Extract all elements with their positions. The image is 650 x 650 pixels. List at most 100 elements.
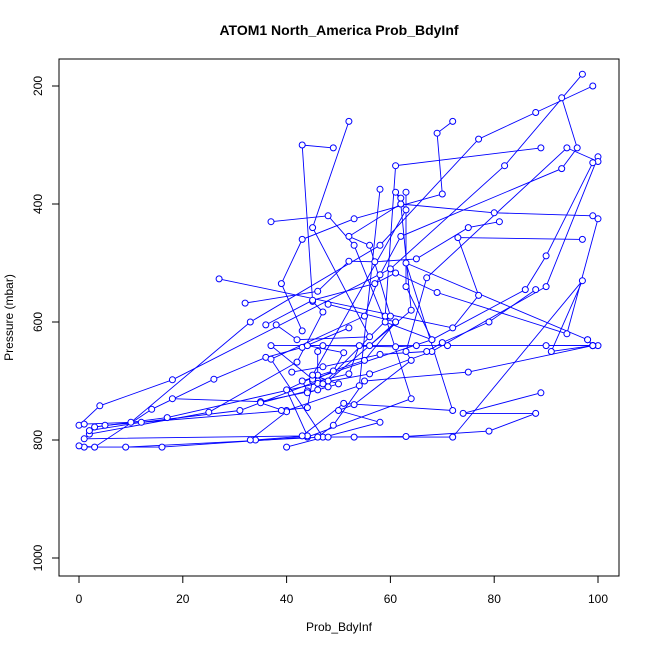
data-point: [423, 348, 431, 355]
data-point: [485, 427, 493, 435]
data-point: [277, 280, 285, 288]
data-point: [537, 144, 545, 152]
data-point: [433, 289, 441, 296]
data-point: [366, 342, 374, 350]
data-point: [319, 380, 327, 388]
data-point: [563, 330, 571, 338]
data-point: [438, 190, 446, 198]
data-point: [91, 443, 99, 451]
data-point: [335, 380, 342, 388]
series-line-8: [125, 97, 578, 448]
data-point: [412, 255, 420, 263]
data-point: [246, 318, 254, 326]
data-point: [475, 291, 483, 299]
y-tick-label: 200: [31, 76, 45, 96]
data-point: [340, 349, 348, 357]
data-point: [96, 402, 104, 410]
y-tick-label: 600: [31, 312, 45, 332]
data-point: [80, 420, 88, 428]
data-point: [236, 407, 244, 414]
data-point: [361, 377, 368, 385]
data-point: [168, 376, 176, 384]
data-point: [309, 296, 317, 304]
data-point: [215, 275, 223, 283]
x-tick-label: 80: [488, 592, 502, 606]
x-tick-label: 0: [76, 592, 83, 606]
data-point: [485, 318, 493, 326]
data-point: [267, 355, 275, 363]
data-point: [303, 389, 311, 397]
data-point: [578, 277, 586, 285]
data-point: [438, 339, 446, 347]
data-point: [324, 383, 332, 391]
data-point: [350, 433, 358, 441]
data-point: [521, 286, 529, 294]
data-point: [392, 343, 400, 351]
data-point: [407, 395, 415, 403]
data-point: [257, 399, 265, 407]
data-point: [314, 348, 322, 355]
x-axis: 0 20 40 60 80 100: [76, 575, 608, 606]
x-tick-label: 20: [176, 592, 190, 606]
data-point: [345, 232, 353, 240]
data-point: [309, 224, 317, 232]
data-point: [329, 367, 337, 375]
data-point: [532, 409, 540, 417]
data-point: [329, 144, 337, 152]
data-point: [537, 389, 545, 397]
data-point: [589, 159, 597, 167]
data-point: [324, 433, 332, 441]
data-point: [475, 135, 483, 143]
data-point: [345, 117, 353, 125]
data-point: [241, 299, 249, 307]
data-point: [490, 209, 498, 217]
x-axis-label: Prob_BdyInf: [306, 620, 373, 634]
data-point: [402, 188, 410, 196]
data-point: [324, 300, 332, 308]
series-line-2: [84, 85, 593, 425]
data-point: [449, 117, 457, 125]
data-point: [392, 162, 400, 170]
data-point: [267, 342, 275, 350]
series-line-28: [265, 218, 599, 335]
data-point: [324, 212, 332, 220]
data-point: [158, 443, 166, 451]
series-line-18: [328, 392, 542, 438]
data-point: [578, 70, 586, 78]
y-axis-label: Pressure (mbar): [2, 274, 16, 361]
data-point: [210, 375, 218, 383]
data-point: [355, 342, 363, 350]
data-point: [376, 185, 384, 193]
data-point: [454, 234, 462, 242]
data-point: [293, 336, 301, 344]
series-line-26: [275, 121, 371, 341]
data-point: [532, 109, 540, 116]
data-point: [267, 218, 275, 226]
data-point: [402, 206, 410, 214]
data-point: [371, 258, 379, 266]
series-line-22: [312, 162, 594, 380]
data-point: [433, 129, 441, 137]
data-point: [584, 336, 592, 344]
data-point: [163, 414, 171, 422]
data-point: [303, 404, 311, 412]
data-point: [293, 358, 301, 366]
data-point: [314, 433, 322, 441]
data-point: [428, 336, 436, 344]
series-line-23: [322, 203, 593, 385]
data-point: [376, 418, 384, 426]
data-point: [459, 409, 467, 417]
data-point: [319, 363, 327, 371]
data-point: [402, 433, 410, 440]
data-point: [397, 232, 405, 240]
data-point: [298, 432, 306, 440]
data-point: [376, 350, 384, 358]
data-point: [402, 348, 410, 355]
y-tick-label: 800: [31, 430, 45, 450]
data-point: [589, 82, 597, 90]
data-point: [345, 370, 353, 378]
data-point: [319, 342, 327, 350]
data-point: [397, 194, 405, 202]
series-lines: [78, 73, 599, 448]
